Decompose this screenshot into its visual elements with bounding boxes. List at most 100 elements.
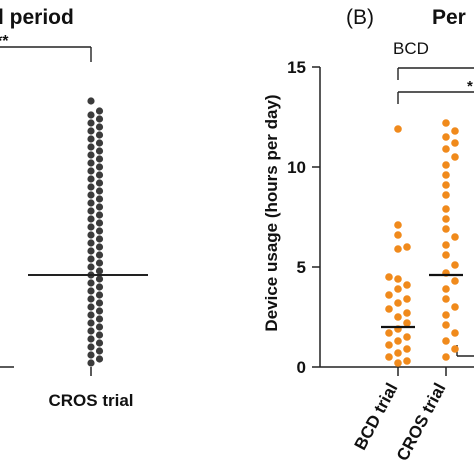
panel-a-point [87,191,95,199]
panel-b-point-bcd [385,305,393,313]
panel-a-point [95,323,104,331]
panel-a-point [95,179,104,187]
panel-b-point-cros [451,345,459,353]
panel-b-point-cros [442,205,450,213]
panel-b-point-bcd [394,349,402,357]
panel-b-means [381,273,463,329]
panel-a-point [95,291,104,299]
panel-b-point-cros [451,153,459,161]
panel-a-point [87,295,95,303]
panel-b-point-bcd [394,299,402,307]
panel-b-comparison-label: BCD [393,39,429,58]
panel-b-point-cros [442,241,450,249]
panel-b-point-cros [442,161,450,169]
panel-b-point-bcd [403,319,411,327]
panel-b-point-cros [451,127,459,135]
panel-a-point [95,331,104,339]
panel-a-point [95,355,104,363]
panel-a-point [87,343,95,351]
panel-b-point-bcd [394,125,402,133]
panel-b-point-cros [442,251,450,259]
panel-a-point [95,187,104,195]
panel-b-point-bcd [394,275,402,283]
panel-a-point [95,267,104,275]
panel-b-y-tick-label: 15 [287,58,306,77]
panel-a-point [95,195,104,203]
panel-b-point-cros [442,171,450,179]
panel-a-point [95,347,104,355]
panel-a-point [87,287,95,295]
panel-a-point [95,155,104,163]
panel-a-point [95,107,104,115]
panel-a-point [95,307,104,315]
panel-a-point [95,219,104,227]
panel-a-point [87,351,95,359]
panel-a-significance: ** [0,33,9,50]
panel-a-title: l period [0,6,74,29]
panel-a-point [95,275,104,283]
panel-b-point-bcd [394,245,402,253]
panel-b-point-bcd [385,329,393,337]
panel-b-y-ticks: 0 5 10 15 [287,58,320,377]
panel-a-point [87,359,95,367]
panel-b-point-cros [442,145,450,153]
panel-b-point-bcd [385,273,393,281]
panel-a-point [87,263,95,271]
panel-a-points [87,97,104,367]
panel-b-point-bcd [385,353,393,361]
panel-a-point [87,143,95,151]
panel-b-point-bcd [403,309,411,317]
panel-a-point [87,159,95,167]
panel-a-point [95,299,104,307]
panel-a-point [87,183,95,191]
panel-a-point [95,243,104,251]
panel-a-point [95,147,104,155]
panel-b-point-cros [451,261,459,269]
panel-b-point-cros [451,277,459,285]
panel-b-point-bcd [403,357,411,365]
panel-a-point [87,207,95,215]
panel-b-point-bcd [403,333,411,341]
panel-b-point-cros [442,119,450,127]
panel-b-point-bcd [403,295,411,303]
panel-a-point [87,215,95,223]
panel-a-point [87,199,95,207]
panel-b-point-cros [442,181,450,189]
panel-b-y-tick-label: 5 [297,258,306,277]
panel-a-point [87,127,95,135]
panel-b-point-bcd [394,359,402,367]
panel-b-x-label-cros: CROS trial [393,380,450,464]
panel-b-point-bcd [403,281,411,289]
panel-b-point-bcd [394,231,402,239]
panel-b-points [385,119,459,367]
panel-b-point-bcd [403,345,411,353]
panel-b-point-cros [442,337,450,345]
panel-b-point-cros [442,215,450,223]
panel-a-point [95,115,104,123]
panel-a-point [87,167,95,175]
panel-b-point-cros [442,225,450,233]
panel-a-point [87,303,95,311]
panel-b-point-bcd [394,313,402,321]
panel-b-point-cros [442,191,450,199]
panel-b-point-bcd [394,337,402,345]
panel-a-point [95,339,104,347]
panel-b-point-cros [442,353,450,361]
panel-a-point [95,283,104,291]
panel-a-point [87,175,95,183]
panel-a-point [87,279,95,287]
panel-b-point-bcd [403,243,411,251]
panel-a-point [87,311,95,319]
panel-b-y-tick-label: 0 [297,358,306,377]
panel-a-point [87,119,95,127]
panel-b-point-cros [442,133,450,141]
panel-a-point [87,231,95,239]
panel-b-point-cros [451,233,459,241]
panel-b-y-label: Device usage (hours per day) [262,94,281,331]
panel-a-point [87,223,95,231]
panel-a-point [87,151,95,159]
panel-a-point [95,139,104,147]
panel-a-x-label: CROS trial [48,391,133,410]
panel-a-point [95,315,104,323]
